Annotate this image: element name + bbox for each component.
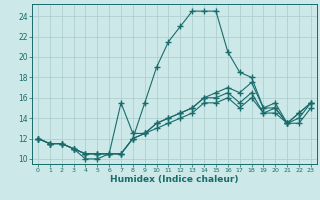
X-axis label: Humidex (Indice chaleur): Humidex (Indice chaleur) <box>110 175 239 184</box>
